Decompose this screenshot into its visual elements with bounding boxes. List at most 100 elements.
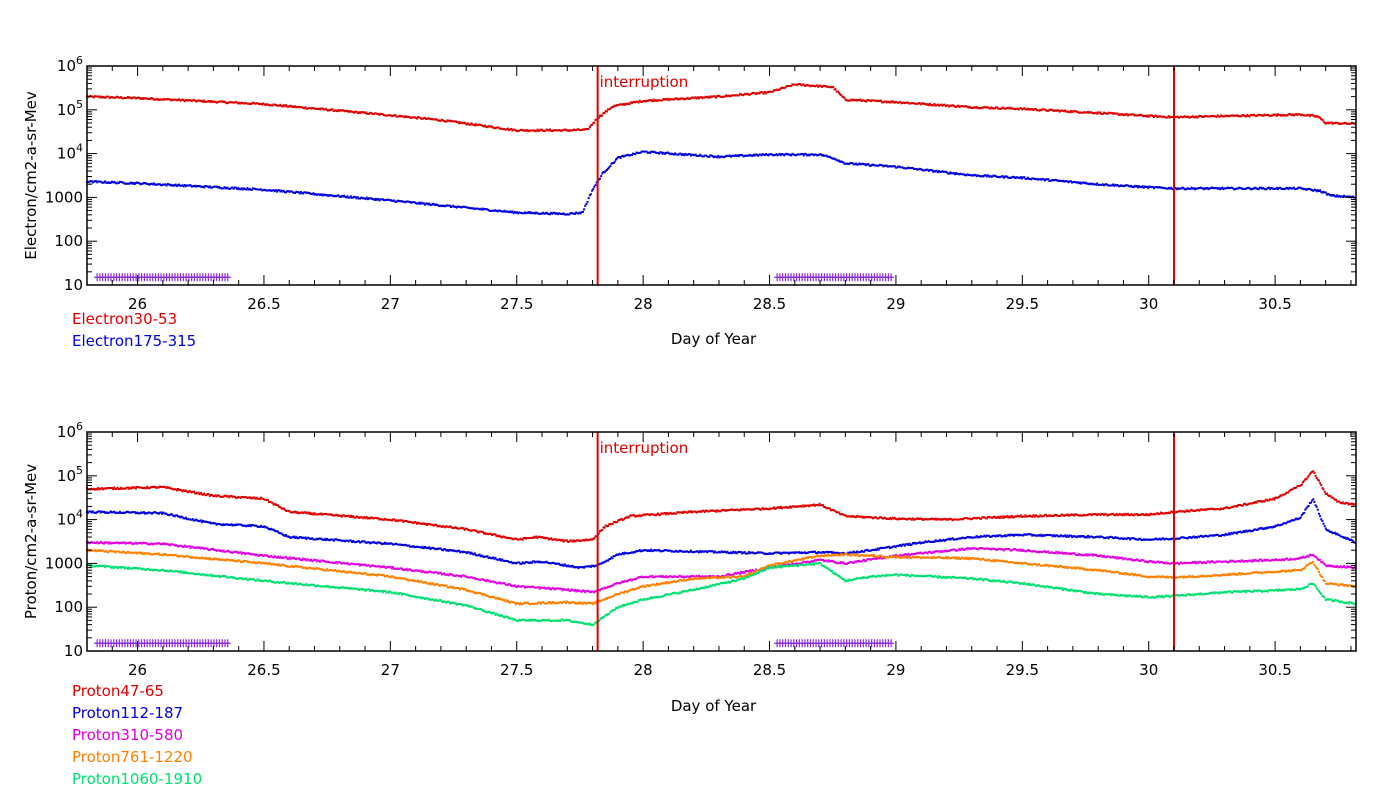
data-point	[486, 532, 489, 535]
data-point	[112, 488, 115, 491]
data-point	[105, 181, 108, 184]
data-point	[533, 211, 536, 214]
data-point	[615, 521, 617, 524]
data-point	[114, 181, 117, 184]
data-point	[220, 187, 223, 190]
data-point	[666, 98, 669, 101]
data-point	[484, 124, 487, 127]
data-point	[541, 212, 543, 215]
data-point	[1182, 116, 1185, 119]
data-point	[125, 96, 128, 99]
data-point	[398, 200, 401, 203]
data-point	[520, 212, 523, 215]
data-point	[981, 516, 984, 519]
data-point	[926, 103, 929, 106]
data-point	[812, 154, 815, 157]
data-point	[368, 112, 371, 115]
data-point	[434, 523, 437, 526]
data-point	[759, 508, 762, 511]
data-point	[661, 512, 664, 515]
data-point	[939, 103, 942, 106]
data-point	[346, 515, 349, 517]
data-point	[365, 516, 368, 519]
data-point	[274, 103, 277, 106]
data-point	[315, 107, 318, 110]
data-point	[1179, 187, 1182, 190]
x-tick-label: 29	[886, 295, 905, 313]
data-point	[318, 512, 321, 515]
data-point	[1088, 111, 1091, 114]
data-point	[241, 496, 244, 498]
data-point	[1271, 114, 1274, 117]
data-point	[471, 529, 474, 532]
data-point	[285, 191, 288, 194]
data-point	[438, 119, 441, 122]
data-point	[944, 170, 947, 173]
data-point	[1242, 187, 1245, 190]
data-point	[1220, 187, 1223, 190]
data-point	[848, 162, 851, 165]
data-point	[212, 186, 215, 188]
data-point	[127, 96, 129, 98]
data-point	[545, 211, 548, 214]
data-point	[554, 538, 557, 541]
data-point	[651, 513, 654, 516]
data-point	[389, 519, 392, 522]
data-point	[501, 127, 504, 130]
data-point	[1208, 115, 1211, 118]
data-point	[869, 164, 872, 167]
data-point	[574, 540, 576, 543]
data-point	[830, 509, 832, 512]
data-point	[150, 486, 153, 488]
data-point	[140, 182, 143, 185]
data-point	[142, 97, 145, 100]
data-point	[682, 97, 685, 100]
data-point	[421, 202, 424, 205]
data-point	[404, 520, 407, 522]
data-point	[802, 83, 805, 86]
data-point	[290, 511, 293, 514]
data-point	[658, 514, 661, 517]
data-point	[917, 517, 920, 520]
data-point	[1315, 190, 1318, 193]
data-point	[434, 118, 437, 121]
data-point	[1114, 183, 1117, 186]
data-point	[443, 205, 446, 208]
data-point	[509, 537, 512, 540]
data-point	[298, 192, 301, 195]
data-point	[154, 98, 157, 101]
data-point	[235, 101, 237, 104]
data-point	[878, 99, 881, 102]
data-point	[1013, 108, 1016, 110]
data-point	[1000, 107, 1003, 110]
data-point	[875, 100, 878, 103]
data-point	[1328, 193, 1331, 196]
data-point	[139, 97, 142, 100]
data-point	[910, 167, 913, 169]
data-point	[199, 100, 202, 102]
data-point	[699, 153, 702, 156]
data-point	[833, 157, 836, 160]
data-point	[1323, 121, 1326, 124]
data-point	[445, 525, 448, 528]
data-point	[652, 98, 655, 101]
data-point	[436, 204, 439, 206]
data-point	[519, 538, 522, 541]
data-point	[888, 101, 890, 104]
data-point	[907, 101, 910, 104]
data-point	[541, 128, 543, 131]
data-point	[376, 517, 379, 520]
data-point	[922, 519, 925, 521]
data-point	[1335, 498, 1337, 501]
data-point	[164, 486, 167, 489]
data-point	[1329, 194, 1332, 197]
data-point	[798, 83, 801, 85]
data-point	[393, 518, 396, 521]
data-point	[367, 198, 369, 201]
data-point	[762, 92, 765, 95]
data-point	[407, 115, 410, 118]
data-point	[433, 118, 435, 121]
data-point	[934, 104, 937, 107]
data-point	[701, 509, 704, 512]
